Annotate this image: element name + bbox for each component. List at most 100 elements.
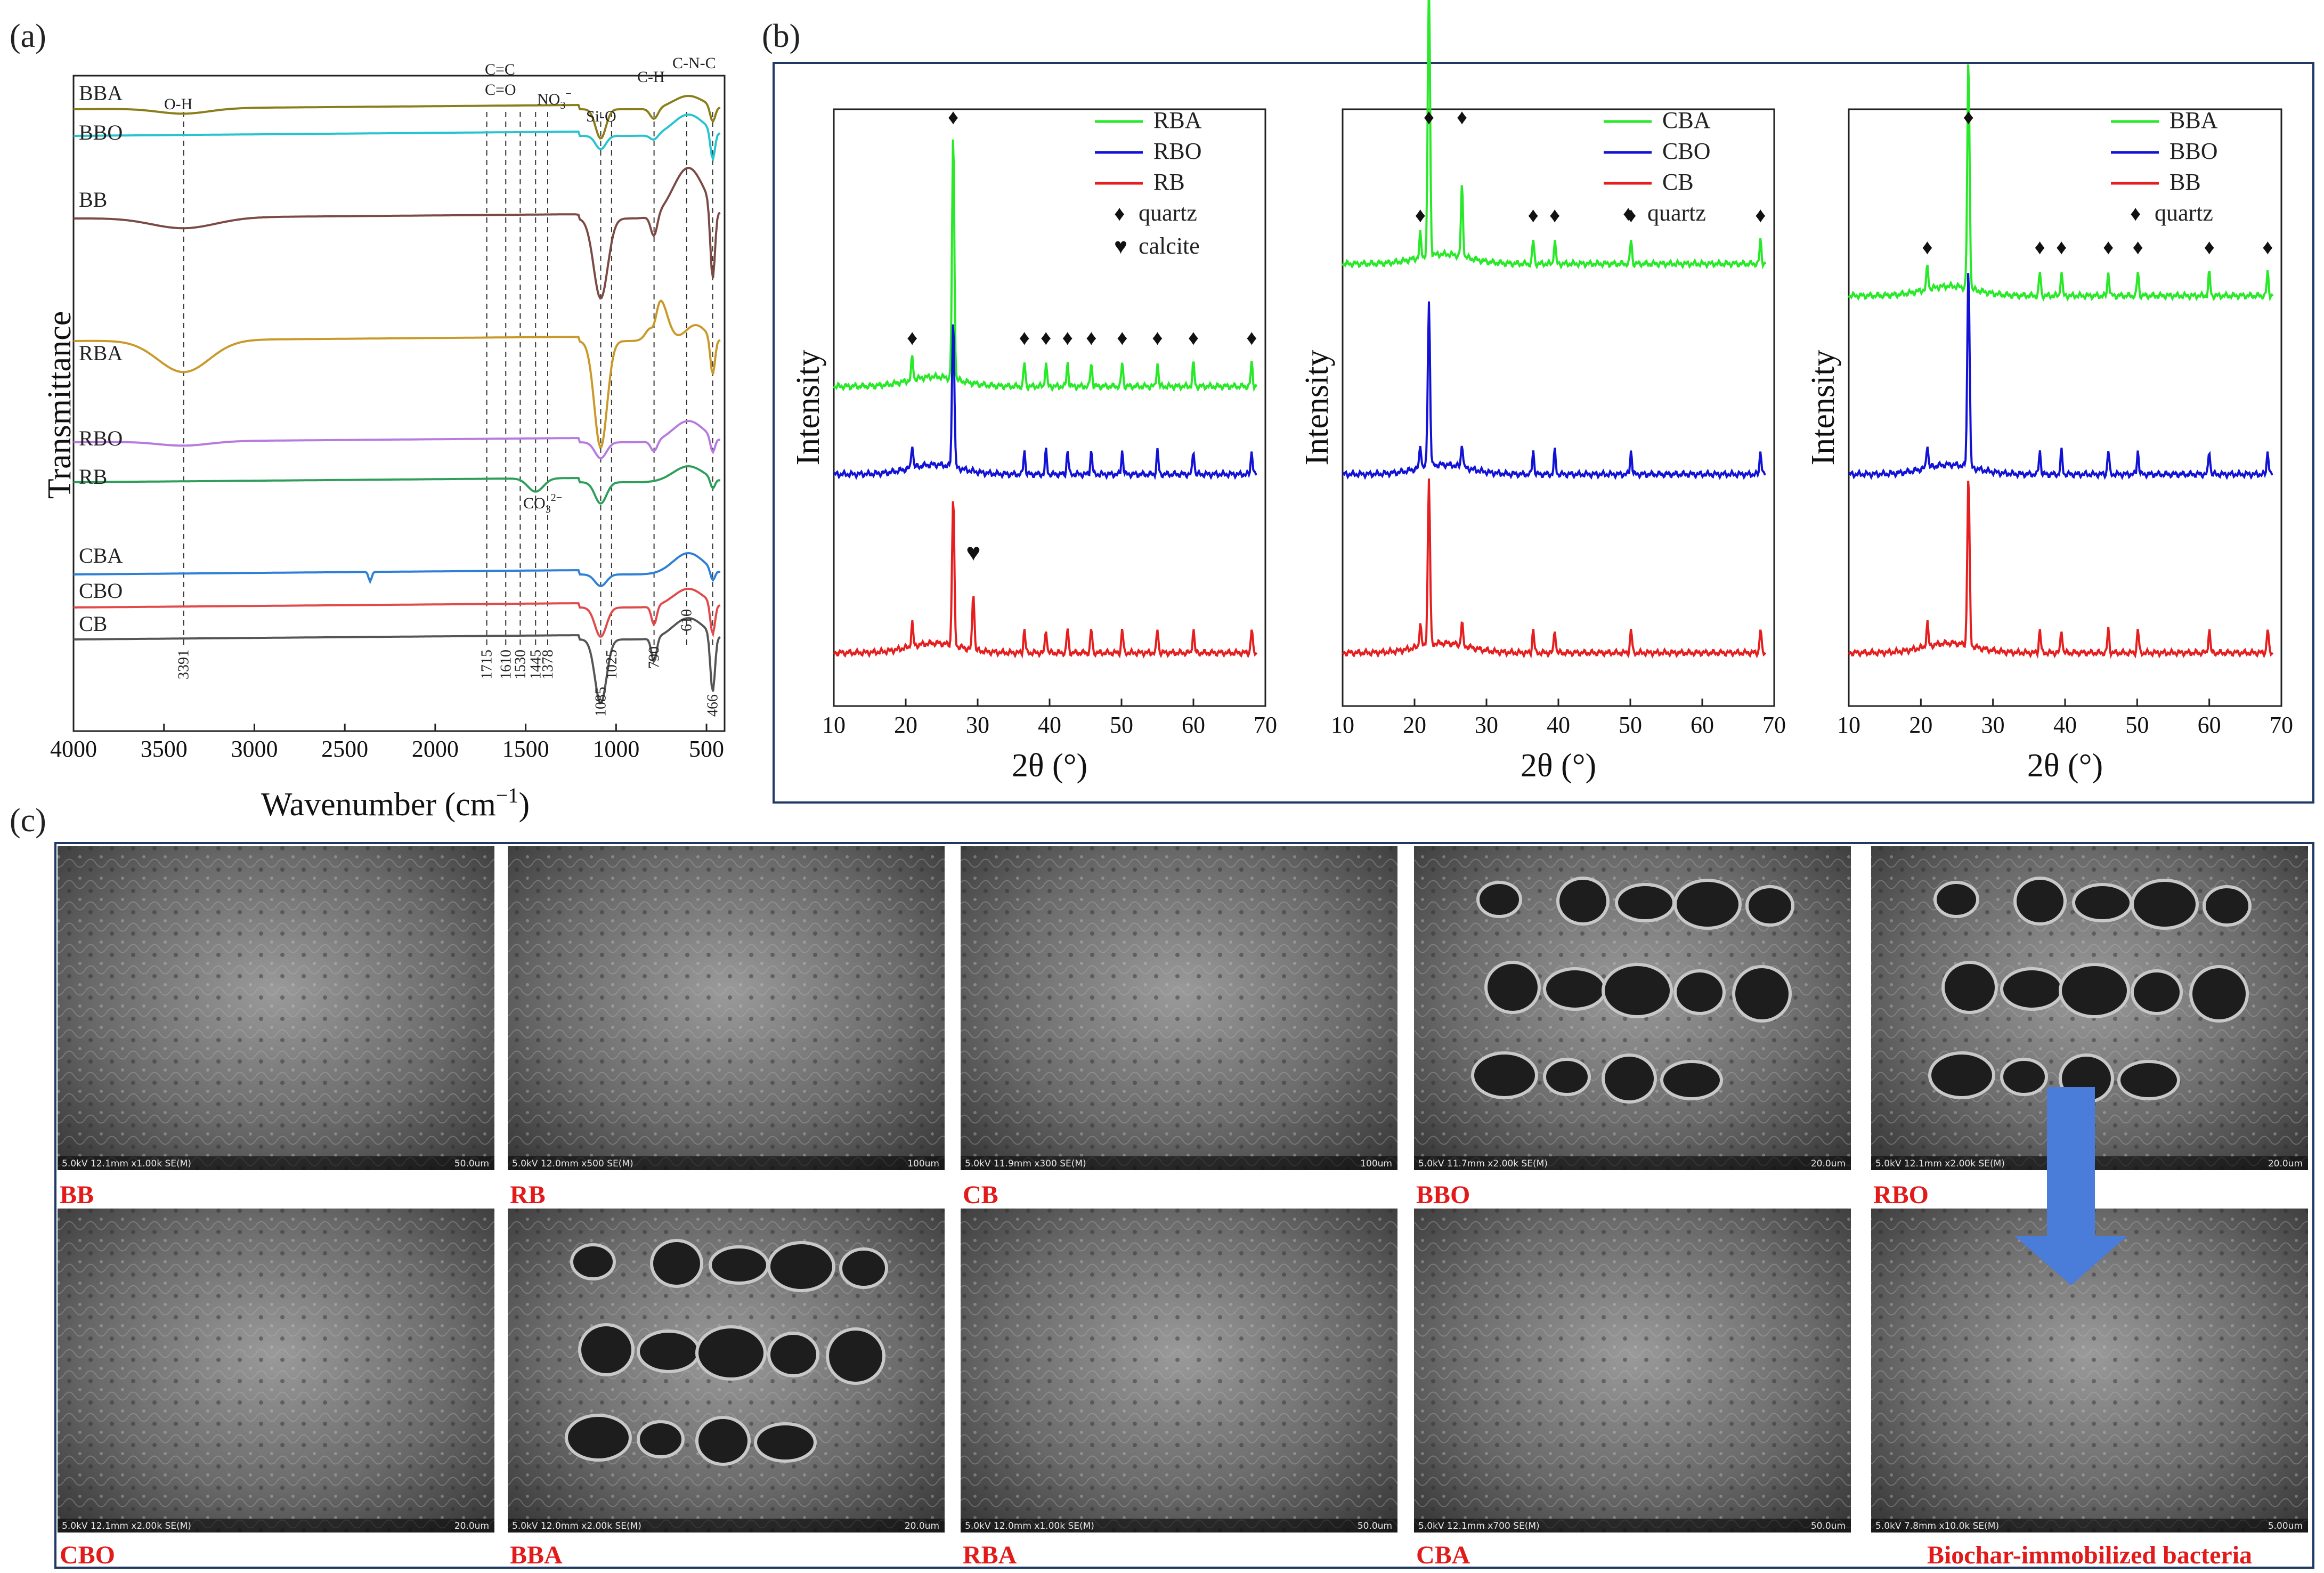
ftir-series-rb [74, 465, 721, 505]
sem-pore [767, 1241, 835, 1292]
ftir-series-cbo [74, 587, 721, 638]
sem-image-bbo: 5.0kV 11.7mm x2.00k SE(M) 20.0um BBO [1414, 846, 1851, 1209]
ftir-peak-label: 1530 [512, 650, 529, 679]
sem-scale-text: 50.0um [454, 1158, 489, 1169]
sem-info-text: 5.0kV 12.0mm x500 SE(M) [512, 1158, 633, 1169]
xrd-quartz-marker: ♦ [1424, 105, 1434, 129]
sem-label: BBA [510, 1541, 563, 1569]
xrd-x-tick-label: 10 [822, 712, 846, 738]
ftir-series-label: BBA [79, 81, 123, 105]
sem-pore [839, 1247, 888, 1289]
ftir-peak-label: 3391 [176, 650, 192, 679]
sem-pore [2000, 967, 2064, 1011]
sem-pore [695, 1325, 767, 1381]
ftir-series-rba [74, 299, 721, 449]
ftir-group-cc: C=C [485, 61, 515, 78]
xrd-quartz-marker: ♦ [1415, 203, 1426, 227]
xrd-quartz-marker: ♦ [1041, 326, 1051, 350]
ftir-y-axis-title: Transmittance [42, 311, 78, 499]
xrd-legend-quartz-symbol: ♦ [1114, 201, 1125, 225]
sem-outer-frame [54, 842, 2314, 1569]
ftir-series-label: RBO [79, 426, 123, 450]
sem-scale-text: 20.0um [454, 1521, 489, 1531]
xrd-quartz-marker: ♦ [1457, 105, 1467, 129]
xrd-legend-label: CBA [1662, 107, 1711, 133]
ftir-series-label: CB [79, 612, 107, 636]
xrd-x-tick-label: 10 [1331, 712, 1354, 738]
xrd-legend-label: BB [2169, 169, 2201, 195]
sem-image-cb: 5.0kV 11.9mm x300 SE(M) 100um CB [961, 846, 1397, 1209]
xrd-quartz-marker: ♦ [1062, 326, 1073, 350]
sem-texture [961, 1209, 1397, 1533]
sem-pore [650, 1239, 703, 1288]
sem-pore [1543, 967, 1607, 1011]
xrd-quartz-marker: ♦ [1626, 203, 1636, 227]
ftir-peak-label: 1378 [540, 650, 556, 679]
sem-pore [2000, 1058, 2048, 1096]
ftir-series-label: CBA [79, 544, 123, 567]
sem-scale-text: 20.0um [2268, 1158, 2303, 1169]
sem-info-bar [508, 1156, 945, 1170]
sem-pore [1615, 883, 1676, 922]
ftir-peak-label: 1445 [527, 650, 544, 679]
xrd-series-cb [1342, 478, 1767, 659]
sem-pore [754, 1422, 817, 1463]
xrd-quartz-marker: ♦ [948, 105, 958, 129]
xrd-y-axis-title: Intensity [1299, 350, 1335, 466]
ftir-peak-label: 1715 [479, 650, 495, 679]
xrd-legend-label: CBO [1662, 138, 1710, 164]
sem-pore [2203, 885, 2252, 927]
sem-pore [709, 1245, 769, 1285]
ftir-series-label: BB [79, 188, 107, 212]
panel-label-b: (b) [762, 18, 800, 54]
ftir-series-label: RBA [79, 341, 123, 365]
sem-info-bar [1414, 1156, 1851, 1170]
xrd-legend-quartz-symbol: ♦ [1623, 201, 1634, 225]
sem-image-cba: 5.0kV 12.1mm x700 SE(M) 50.0um CBA [1414, 1209, 1851, 1569]
sem-info-text: 5.0kV 12.0mm x2.00k SE(M) [512, 1521, 641, 1531]
xrd-quartz-marker: ♦ [1549, 203, 1560, 227]
sem-info-text: 5.0kV 12.1mm x1.00k SE(M) [62, 1158, 191, 1169]
ftir-x-tick-label: 2500 [321, 736, 368, 762]
sem-pore [1732, 965, 1792, 1023]
ftir-x-tick-label: 2000 [412, 736, 459, 762]
ftir-series-label: CBO [79, 579, 123, 603]
xrd-x-tick-label: 30 [1475, 712, 1498, 738]
sem-pore [1660, 1060, 1723, 1100]
sem-pore [2059, 963, 2130, 1018]
xrd-plot-frame [833, 108, 1266, 707]
ftir-group-sio: Si-O [586, 108, 616, 125]
sem-info-text: 5.0kV 12.1mm x2.00k SE(M) [1875, 1158, 2005, 1169]
xrd-series-cbo [1342, 301, 1766, 480]
ftir-series-label: RB [79, 465, 107, 489]
ftir-series-group [73, 94, 721, 705]
panel-label-a: (a) [10, 18, 46, 54]
sem-image-cbo: 5.0kV 12.1mm x2.00k SE(M) 20.0um CBO [58, 1209, 494, 1569]
ftir-group-oh: O-H [164, 95, 192, 113]
xrd-quartz-marker: ♦ [1755, 203, 1766, 227]
xrd-legend-calcite-symbol: ♥ [1114, 234, 1127, 259]
xrd-plots: 10 20 30 40 50 60 70 2θ (°) Intensity ♦ ♦ ♦ ♦ ♦ ♦ ♦ ♦ ♦ ♦ ♥… [790, 0, 2293, 784]
sem-pore [1941, 961, 1998, 1014]
xrd-x-tick-label: 60 [1182, 712, 1205, 738]
sem-texture [508, 846, 945, 1170]
xrd-legend-label: BBA [2169, 107, 2218, 133]
xrd-series-rba [833, 139, 1258, 392]
xrd-y-axis-title: Intensity [790, 350, 826, 466]
xrd-legend-quartz-label: quartz [2155, 200, 2213, 226]
sem-image-bb: 5.0kV 12.1mm x1.00k SE(M) 50.0um BB [58, 846, 494, 1209]
ftir-x-tick-label: 3500 [141, 736, 188, 762]
sem-label: Biochar-immobilized bacteria [1927, 1541, 2252, 1569]
ftir-x-ticks: 4000 3500 3000 2500 2000 1500 1000 500 [50, 724, 724, 762]
xrd-plot-frame [1342, 108, 1775, 707]
xrd-legend-label: RBO [1153, 138, 1201, 164]
xrd-series-bba [1848, 64, 2274, 302]
sem-info-text: 5.0kV 11.9mm x300 SE(M) [965, 1158, 1086, 1169]
sem-pore [637, 1329, 701, 1373]
ftir-x-tick-label: 1000 [592, 736, 639, 762]
ftir-peak-label: 790 [646, 646, 663, 669]
sem-pore [2189, 965, 2249, 1023]
xrd-series-cba [1342, 0, 1767, 270]
